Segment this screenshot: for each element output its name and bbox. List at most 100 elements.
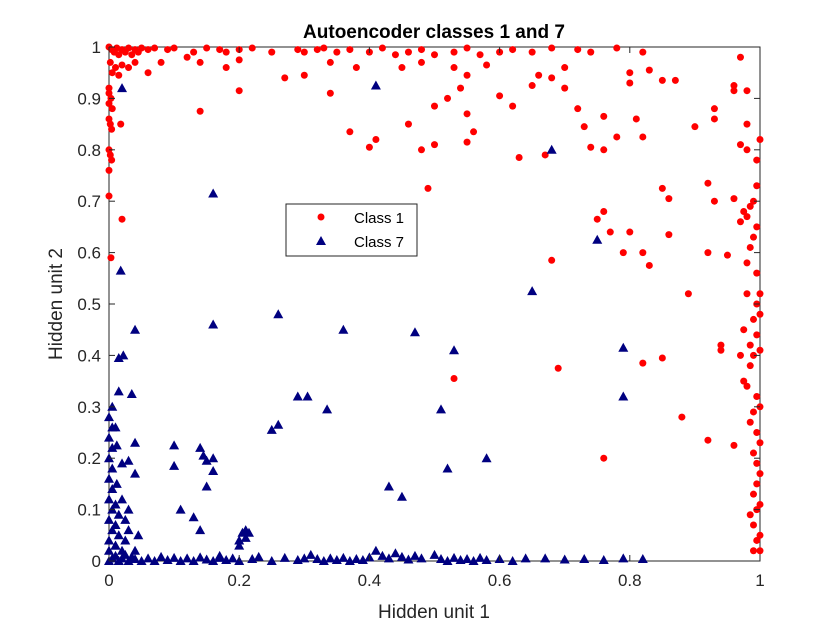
data-point-class-1 bbox=[107, 254, 115, 262]
legend-marker-class-7 bbox=[316, 236, 326, 245]
data-point-class-1 bbox=[203, 44, 211, 52]
data-point-class-1 bbox=[128, 51, 136, 59]
legend: Class 1 Class 7 bbox=[285, 203, 418, 257]
data-point-class-1 bbox=[613, 44, 621, 52]
y-tick-label: 0.7 bbox=[77, 192, 101, 211]
data-point-class-1 bbox=[749, 315, 757, 323]
data-point-class-1 bbox=[151, 44, 159, 52]
data-point-class-7 bbox=[195, 442, 206, 452]
data-point-class-7 bbox=[318, 556, 329, 565]
data-point-class-1 bbox=[639, 133, 647, 141]
data-point-class-1 bbox=[606, 228, 614, 236]
data-point-class-1 bbox=[580, 123, 588, 131]
data-point-class-1 bbox=[105, 166, 113, 174]
data-point-class-7 bbox=[175, 504, 186, 514]
data-point-class-7 bbox=[240, 532, 251, 542]
data-point-class-7 bbox=[273, 419, 284, 429]
data-point-class-7 bbox=[266, 556, 277, 565]
data-point-class-7 bbox=[436, 404, 447, 414]
x-tick-label: 0.2 bbox=[227, 571, 251, 590]
data-point-class-1 bbox=[743, 290, 751, 298]
data-point-class-1 bbox=[248, 44, 256, 52]
data-point-class-1 bbox=[704, 179, 712, 187]
data-point-class-7 bbox=[436, 553, 447, 563]
y-tick-label: 0.3 bbox=[77, 398, 101, 417]
data-point-class-1 bbox=[749, 233, 757, 241]
data-point-class-1 bbox=[600, 454, 608, 462]
data-point-class-1 bbox=[710, 115, 718, 123]
data-point-class-1 bbox=[756, 439, 764, 447]
data-point-class-7 bbox=[208, 319, 219, 329]
data-point-class-1 bbox=[587, 48, 595, 56]
data-point-class-1 bbox=[105, 84, 113, 92]
data-point-class-1 bbox=[730, 82, 738, 90]
data-point-class-7 bbox=[383, 481, 394, 491]
data-point-class-7 bbox=[214, 550, 225, 560]
data-point-class-1 bbox=[157, 58, 165, 66]
data-point-class-7 bbox=[302, 391, 313, 401]
data-point-class-1 bbox=[736, 218, 744, 226]
data-point-class-1 bbox=[326, 89, 334, 97]
data-point-class-7 bbox=[118, 350, 129, 360]
data-point-class-1 bbox=[333, 48, 341, 56]
data-point-class-1 bbox=[561, 64, 569, 72]
data-point-class-1 bbox=[749, 547, 757, 555]
data-point-class-1 bbox=[183, 53, 191, 61]
data-point-class-1 bbox=[749, 449, 757, 457]
data-point-class-1 bbox=[574, 46, 582, 54]
data-point-class-7 bbox=[462, 553, 473, 563]
data-point-class-7 bbox=[169, 552, 180, 562]
data-point-class-7 bbox=[370, 545, 381, 555]
data-point-class-7 bbox=[208, 466, 219, 476]
data-point-class-1 bbox=[743, 382, 751, 390]
data-point-class-7 bbox=[520, 553, 531, 563]
data-point-class-7 bbox=[110, 499, 121, 509]
data-point-class-1 bbox=[541, 151, 549, 159]
data-point-class-1 bbox=[740, 207, 748, 215]
data-point-class-1 bbox=[450, 375, 458, 383]
data-point-class-7 bbox=[208, 556, 219, 565]
data-point-class-1 bbox=[743, 259, 751, 267]
data-point-class-7 bbox=[243, 527, 254, 537]
data-point-class-1 bbox=[105, 100, 113, 108]
data-point-class-7 bbox=[104, 514, 114, 524]
x-tick-label: 1 bbox=[755, 571, 764, 590]
data-point-class-1 bbox=[431, 51, 438, 59]
data-point-class-7 bbox=[110, 422, 121, 432]
data-point-class-7 bbox=[201, 481, 212, 491]
data-point-class-1 bbox=[723, 251, 731, 259]
data-point-class-7 bbox=[169, 440, 180, 450]
data-point-class-1 bbox=[378, 44, 386, 52]
plot-area bbox=[108, 46, 761, 562]
data-point-class-1 bbox=[190, 48, 198, 56]
data-point-class-1 bbox=[626, 228, 634, 236]
data-point-class-7 bbox=[234, 535, 245, 545]
data-point-class-1 bbox=[450, 64, 458, 72]
data-point-class-1 bbox=[222, 48, 230, 56]
data-point-class-7 bbox=[559, 554, 570, 564]
data-point-class-1 bbox=[108, 156, 116, 164]
data-point-class-7 bbox=[325, 553, 336, 563]
data-point-class-7 bbox=[579, 553, 590, 563]
data-point-class-7 bbox=[403, 554, 414, 564]
data-point-class-7 bbox=[201, 455, 212, 465]
y-axis-label: Hidden unit 2 bbox=[46, 248, 67, 360]
data-point-class-7 bbox=[104, 535, 114, 545]
data-point-class-7 bbox=[117, 458, 128, 468]
data-point-class-1 bbox=[424, 184, 432, 192]
data-point-class-7 bbox=[540, 553, 551, 563]
data-point-class-7 bbox=[305, 549, 316, 559]
data-point-class-7 bbox=[322, 404, 333, 414]
data-point-class-7 bbox=[115, 265, 126, 275]
y-tick-label: 0.1 bbox=[77, 501, 101, 520]
data-point-class-1 bbox=[470, 128, 478, 136]
data-point-class-7 bbox=[468, 556, 479, 565]
data-point-class-1 bbox=[483, 61, 491, 69]
data-point-class-7 bbox=[130, 437, 141, 447]
data-point-class-7 bbox=[351, 553, 362, 563]
y-tick-label: 0.6 bbox=[77, 244, 101, 263]
data-point-class-7 bbox=[111, 440, 122, 450]
y-tick-label: 0 bbox=[92, 552, 101, 571]
data-point-class-1 bbox=[170, 44, 178, 52]
data-point-class-1 bbox=[463, 138, 471, 146]
